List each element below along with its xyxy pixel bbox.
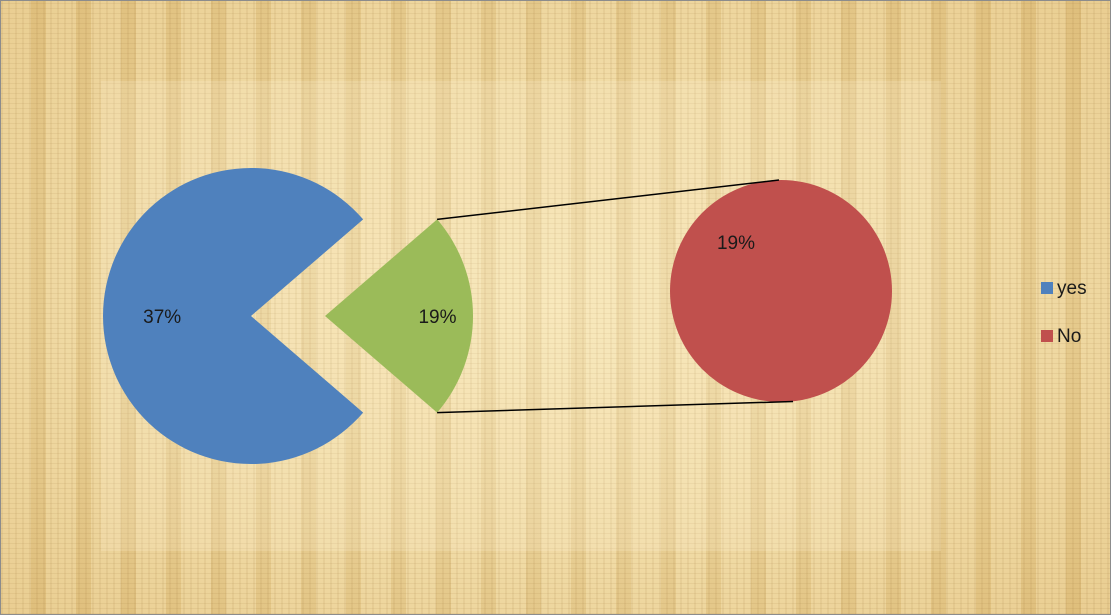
slice-yes xyxy=(103,167,364,464)
slices-group xyxy=(103,167,892,464)
legend-label-no: No xyxy=(1057,326,1081,347)
data-labels: 37% 19% 19% xyxy=(143,233,755,328)
legend-label-yes: yes xyxy=(1057,278,1087,299)
legend: yes No xyxy=(1041,278,1087,347)
data-label-other: 19% xyxy=(418,307,456,328)
slice-No xyxy=(670,180,892,402)
connector-lines xyxy=(437,179,794,414)
legend-swatch-yes xyxy=(1041,282,1053,294)
connector-line-bottom xyxy=(437,400,794,414)
legend-swatch-no xyxy=(1041,330,1053,342)
data-label-No: 19% xyxy=(717,233,755,254)
data-label-yes: 37% xyxy=(143,307,181,328)
connector-line-top xyxy=(437,179,780,221)
slice-other xyxy=(325,219,474,413)
